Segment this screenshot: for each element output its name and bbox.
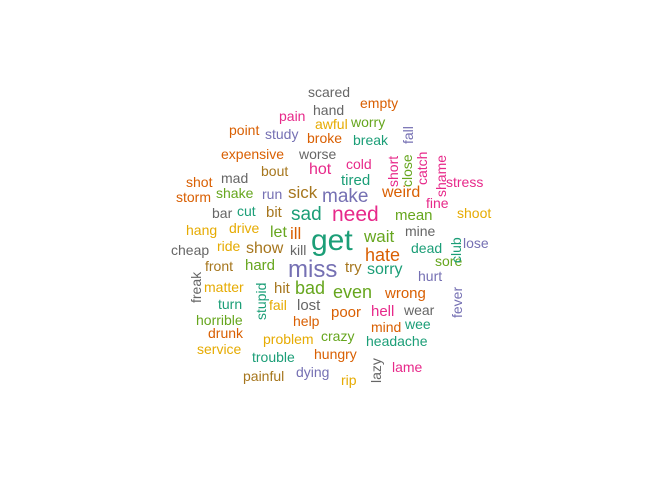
word-hit: hit xyxy=(274,280,290,297)
word-make: make xyxy=(322,186,369,207)
word-run: run xyxy=(262,186,283,202)
word-mean: mean xyxy=(395,207,433,224)
word-drive: drive xyxy=(229,220,260,236)
word-sorry: sorry xyxy=(367,261,403,278)
word-worry: worry xyxy=(351,114,386,130)
word-close: close xyxy=(399,154,415,187)
word-awful: awful xyxy=(315,116,348,132)
word-cold: cold xyxy=(346,156,372,172)
word-wait: wait xyxy=(364,227,395,246)
word-drunk: drunk xyxy=(208,325,244,341)
word-even: even xyxy=(333,282,373,302)
word-wee: wee xyxy=(405,316,431,332)
word-try: try xyxy=(345,259,362,276)
word-ride: ride xyxy=(217,238,241,254)
word-pain: pain xyxy=(279,108,306,124)
word-cut: cut xyxy=(237,203,256,219)
word-hate: hate xyxy=(365,245,401,265)
word-horrible: horrible xyxy=(196,312,243,328)
word-crazy: crazy xyxy=(321,328,355,344)
word-fail: fail xyxy=(269,297,287,313)
word-problem: problem xyxy=(263,331,314,347)
word-fever: fever xyxy=(449,286,465,318)
word-lost: lost xyxy=(297,297,321,314)
word-hungry: hungry xyxy=(314,346,357,362)
word-tired: tired xyxy=(341,172,371,189)
word-mad: mad xyxy=(221,170,249,186)
word-matter: matter xyxy=(204,279,244,295)
word-scared: scared xyxy=(308,84,351,100)
word-cheap: cheap xyxy=(171,242,210,258)
word-sick: sick xyxy=(288,183,318,202)
word-rip: rip xyxy=(341,372,357,388)
word-get: get xyxy=(311,224,353,257)
word-shoot: shoot xyxy=(457,205,492,221)
word-wrong: wrong xyxy=(385,285,426,302)
word-bar: bar xyxy=(212,205,233,221)
word-trouble: trouble xyxy=(252,349,295,365)
word-shame: shame xyxy=(433,154,449,197)
word-show: show xyxy=(246,240,284,257)
word-headache: headache xyxy=(366,333,428,349)
word-worse: worse xyxy=(299,146,337,162)
word-need: need xyxy=(332,203,379,226)
word-hang: hang xyxy=(186,222,218,238)
word-point: point xyxy=(229,122,260,138)
word-shot: shot xyxy=(186,174,213,190)
word-mine: mine xyxy=(405,223,436,239)
word-club: club xyxy=(448,237,464,263)
word-hard: hard xyxy=(245,257,276,274)
word-wear: wear xyxy=(404,302,435,318)
word-break: break xyxy=(353,132,389,148)
word-kill: kill xyxy=(290,242,307,258)
word-study: study xyxy=(265,126,299,142)
word-service: service xyxy=(197,341,242,357)
word-shake: shake xyxy=(216,185,254,201)
word-bout: bout xyxy=(261,163,289,179)
word-poor: poor xyxy=(331,304,362,321)
word-turn: turn xyxy=(218,296,243,312)
word-expensive: expensive xyxy=(221,146,285,162)
word-let: let xyxy=(270,224,287,241)
word-help: help xyxy=(293,313,320,329)
word-sad: sad xyxy=(291,204,322,225)
word-freak: freak xyxy=(188,271,204,303)
word-storm: storm xyxy=(176,189,211,205)
word-mind: mind xyxy=(371,319,402,335)
word-dying: dying xyxy=(296,364,330,380)
word-hurt: hurt xyxy=(418,268,443,284)
word-bit: bit xyxy=(266,204,282,221)
word-lame: lame xyxy=(392,359,423,375)
word-fine: fine xyxy=(426,195,449,211)
word-front: front xyxy=(205,258,234,274)
word-weird: weird xyxy=(382,184,421,201)
word-lose: lose xyxy=(463,235,489,251)
word-stress: stress xyxy=(446,174,484,190)
word-bad: bad xyxy=(295,278,326,298)
word-short: short xyxy=(385,155,401,187)
word-sore: sore xyxy=(435,253,463,269)
word-broke: broke xyxy=(307,130,343,146)
word-miss: miss xyxy=(288,256,338,283)
word-hell: hell xyxy=(371,303,395,320)
word-ill: ill xyxy=(290,224,302,243)
word-stupid: stupid xyxy=(253,282,269,320)
word-lazy: lazy xyxy=(368,358,384,383)
word-painful: painful xyxy=(243,368,285,384)
word-empty: empty xyxy=(360,95,399,111)
word-fall: fall xyxy=(400,126,416,144)
word-dead: dead xyxy=(411,240,443,256)
word-hand: hand xyxy=(313,102,345,118)
word-catch: catch xyxy=(414,151,430,185)
word-hot: hot xyxy=(309,161,332,178)
